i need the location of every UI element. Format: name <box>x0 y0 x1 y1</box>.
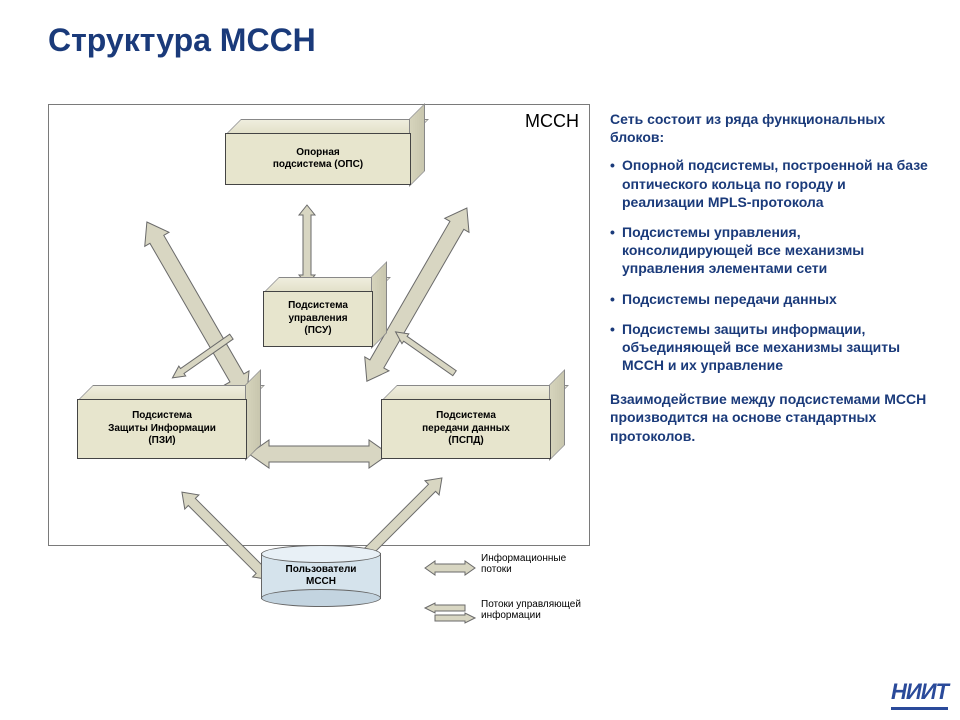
node-users: ПользователиМССН <box>261 545 381 607</box>
node-pzi-label: ПодсистемаЗащиты Информации(ПЗИ) <box>77 399 247 459</box>
diagram-frame: МССН <box>48 104 590 546</box>
list-item: Подсистемы защиты информации, объединяющ… <box>610 320 930 375</box>
list-item: Опорной подсистемы, построенной на базе … <box>610 156 930 211</box>
description: Сеть состоит из ряда функциональных блок… <box>610 110 930 445</box>
diagram-frame-label: МССН <box>525 111 579 132</box>
description-footer: Взаимодействие между подсистемами МССН п… <box>610 390 930 445</box>
node-pspd-label: Подсистемапередачи данных(ПСПД) <box>381 399 551 459</box>
page-title: Структура МССН <box>48 22 316 59</box>
node-psu-label: Подсистемауправления(ПСУ) <box>263 291 373 347</box>
node-pzi: ПодсистемаЗащиты Информации(ПЗИ) <box>77 385 247 459</box>
description-lead: Сеть состоит из ряда функциональных блок… <box>610 110 930 146</box>
list-item: Подсистемы управления, консолидирующей в… <box>610 223 930 278</box>
description-list: Опорной подсистемы, построенной на базе … <box>610 156 930 374</box>
legend-ctrl: Потоки управляющейинформации <box>481 599 581 621</box>
node-ops-label: Опорнаяподсистема (ОПС) <box>225 133 411 185</box>
node-pspd: Подсистемапередачи данных(ПСПД) <box>381 385 551 459</box>
logo: НИИТ <box>891 679 948 710</box>
node-ops: Опорнаяподсистема (ОПС) <box>225 119 411 185</box>
list-item: Подсистемы передачи данных <box>610 290 930 308</box>
node-psu: Подсистемауправления(ПСУ) <box>263 277 373 347</box>
node-users-label: ПользователиМССН <box>261 564 381 588</box>
slide: Структура МССН МССН <box>0 0 960 720</box>
legend-info: Информационныепотоки <box>481 553 566 575</box>
